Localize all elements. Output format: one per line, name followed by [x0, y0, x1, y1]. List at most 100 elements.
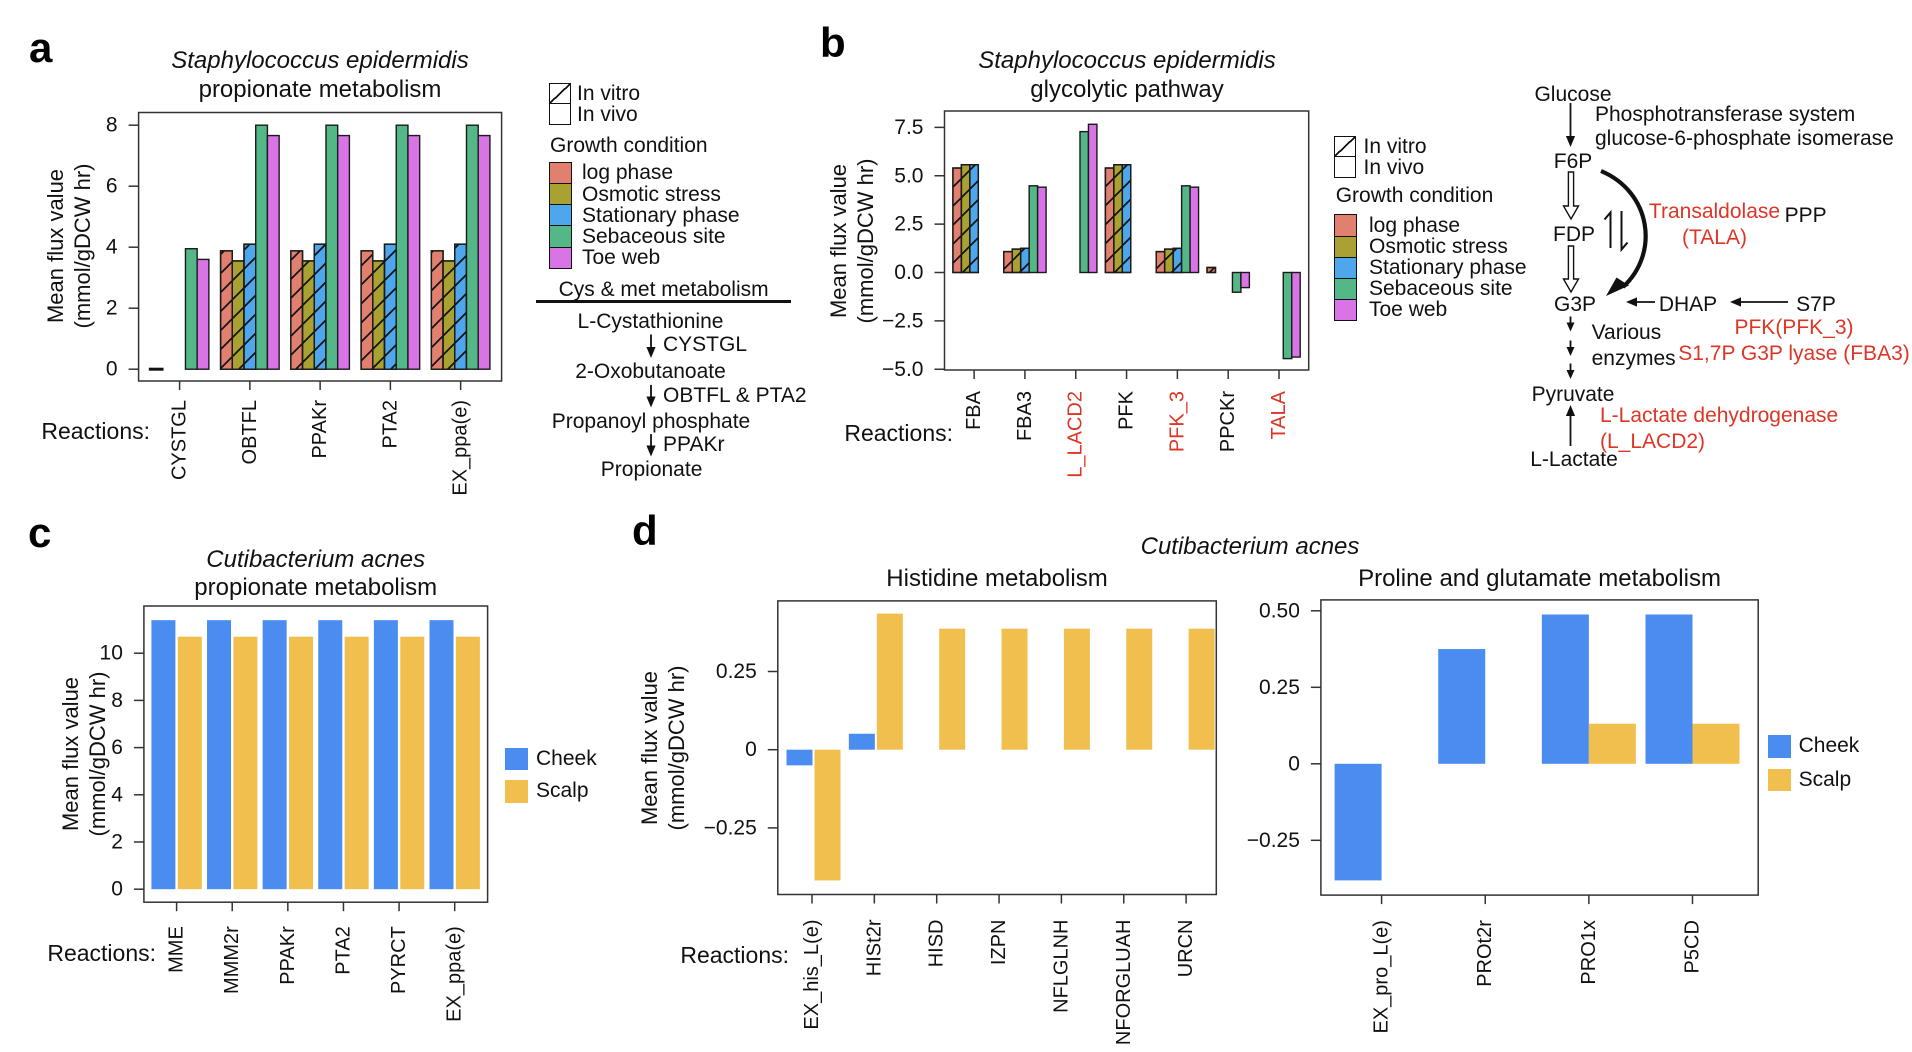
compound-propionate: Propionate	[600, 458, 703, 481]
legend-label-sebaceous-site: Sebaceous site	[582, 224, 726, 248]
enzyme-obtfl-pta2: OBTFL & PTA2	[663, 384, 807, 408]
legend-label-osmotic-stress: Osmotic stress	[582, 182, 721, 206]
legend-swatch-sebaceous-site	[1334, 277, 1358, 301]
bar-L_LACD2-toe-web	[1087, 123, 1098, 274]
x-category-label-PPCKr: PPCKr	[1217, 391, 1239, 452]
node-glucose: Glucose	[1534, 82, 1612, 106]
x-category-label-CYSTGL: CYSTGL	[169, 400, 191, 480]
bar-hatch-overlay	[969, 164, 980, 274]
cys-met-underline	[536, 300, 791, 303]
bar-NFORGLUAH-scalp	[1126, 628, 1153, 750]
legend-swatch-log-phase	[1334, 214, 1358, 238]
bar-PTA2-scalp	[344, 636, 369, 890]
node-g3p: G3P	[1553, 293, 1597, 317]
bar-FBA3-toe-web	[1036, 186, 1047, 274]
plot-frame-c	[143, 605, 489, 903]
x-category-label-EX_ppa(e): EX_ppa(e)	[444, 926, 466, 1022]
y-tick-label: 8	[111, 689, 123, 712]
y-tick-label: 4	[111, 783, 123, 806]
in-vitro-hatch-swatch-b	[1334, 136, 1356, 158]
enzyme-cystgl: CYSTGL	[663, 333, 748, 357]
bar-PPAKr-scalp	[289, 636, 314, 890]
x-category-label-MMM2r: MMM2r	[221, 926, 243, 994]
x-category-label-HISD: HISD	[926, 920, 948, 968]
bar-PTA2-cheek	[318, 620, 343, 890]
in-vivo-swatch-a	[549, 102, 571, 125]
label-ppp: PPP	[1784, 203, 1827, 227]
legend-label-cheek: Cheek	[536, 746, 597, 770]
bar-PRO1x-cheek	[1541, 614, 1589, 764]
in-vitro-label-a: In vitro	[577, 82, 641, 106]
panel-a-reactions-label: Reactions:	[41, 418, 150, 444]
legend-swatch-sebaceous-site	[548, 225, 572, 249]
cys-met-title: Cys & met metabolism	[558, 278, 769, 301]
compound-2-oxobutanoate: 2-Oxobutanoate	[575, 359, 726, 383]
bar-TALA-toe-web	[1291, 271, 1301, 358]
x-category-label-PTA2: PTA2	[332, 926, 354, 975]
y-tick-label: 0	[1288, 752, 1300, 775]
panel-b-reactions-label: Reactions:	[844, 420, 953, 446]
y-tick-label: 0	[111, 878, 123, 901]
down-arrow-icon-obtfl-head	[646, 396, 656, 408]
bar-PFK_3-toe-web	[1189, 186, 1200, 274]
y-tick-label: 2	[111, 831, 123, 854]
bar-MMM2r-cheek	[207, 620, 232, 890]
bar-EX_ppa(e)-cheek	[429, 620, 454, 890]
arrow-lactate-pyruvate-head	[1565, 405, 1576, 416]
compound-propanoyl-phosphate: Propanoyl phosphate	[551, 409, 751, 433]
node-pyruvate: Pyruvate	[1531, 382, 1615, 406]
x-category-label-FBA3: FBA3	[1014, 391, 1036, 441]
open-arrow-fdp-g3p	[1562, 245, 1580, 294]
plot-frame-dr	[1320, 599, 1759, 896]
growth-condition-title-a: Growth condition	[550, 133, 708, 157]
y-tick-label: −5.0	[882, 358, 923, 381]
x-category-label-IZPN: IZPN	[988, 920, 1010, 966]
in-vitro-label-b: In vitro	[1363, 134, 1427, 158]
bar-HISt2r-scalp	[876, 613, 903, 750]
bar-HISt2r-cheek	[848, 733, 875, 750]
legend-label-stationary-phase: Stationary phase	[1369, 255, 1527, 279]
x-category-label-NFORGLUAH: NFORGLUAH	[1113, 920, 1135, 1046]
y-tick-label: 4	[106, 236, 118, 259]
x-category-label-MME: MME	[166, 926, 188, 973]
y-tick-label: 0	[106, 358, 118, 381]
panel-a-y-axis-label: Mean flux value (mmol/gDCW hr)	[43, 163, 95, 329]
bar-PYRCT-scalp	[400, 636, 425, 890]
bar-P5CD-cheek	[1645, 614, 1693, 764]
legend-swatch-toe-web	[548, 246, 572, 270]
x-category-label-TALA: TALA	[1268, 390, 1290, 439]
x-category-label-P5CD: P5CD	[1681, 920, 1703, 973]
label-transaldolase-tala: Transaldolase (TALA)	[1648, 200, 1781, 249]
down-arrow-icon-cystgl-head	[646, 347, 656, 358]
x-category-label-PFK_3: PFK_3	[1166, 391, 1188, 452]
node-s7p: S7P	[1796, 292, 1836, 316]
bar-HISD-scalp	[939, 628, 966, 750]
bar-PROt2r-cheek	[1438, 649, 1486, 764]
legend-swatch-scalp	[1768, 768, 1792, 792]
x-category-label-L_LACD2: L_LACD2	[1065, 391, 1087, 478]
legend-swatch-osmotic-stress	[548, 183, 572, 206]
panel-b-y-axis-label: Mean flux value (mmol/gDCW hr)	[826, 158, 878, 324]
y-tick-label: 0.25	[716, 660, 757, 683]
panel-c-y-axis-label: Mean flux value (mmol/gDCW hr)	[58, 671, 110, 837]
arrow-s7p-dhap-head	[1730, 297, 1741, 307]
y-tick-label: 6	[106, 175, 118, 198]
panel-letter-d: d	[632, 507, 658, 554]
panel-letter-b: b	[820, 19, 846, 66]
x-category-label-URCN: URCN	[1175, 920, 1197, 978]
bar-PRO1x-scalp	[1588, 723, 1636, 764]
bar-PPAKr-cheek	[262, 620, 287, 890]
panel-a-title-sub: propionate metabolism	[198, 76, 442, 103]
x-category-label-PYRCT: PYRCT	[388, 926, 410, 994]
legend-swatch-cheek	[505, 747, 529, 770]
bar-CYSTGL-toe-web	[196, 258, 210, 370]
x-category-label-EX_ppa(e): EX_ppa(e)	[450, 400, 472, 496]
x-category-label-HISt2r: HISt2r	[863, 919, 885, 976]
legend-swatch-stationary-phase	[548, 204, 572, 227]
x-category-label-PRO1x: PRO1x	[1578, 920, 1600, 984]
bar-EX_ppa(e)-scalp	[455, 636, 480, 890]
node-f6p: F6P	[1553, 150, 1593, 174]
in-vivo-label-b: In vivo	[1363, 156, 1425, 180]
